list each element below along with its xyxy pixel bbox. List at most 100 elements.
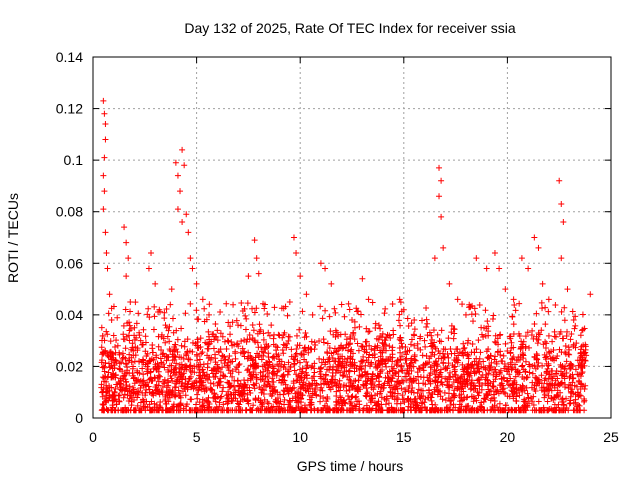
data-point xyxy=(229,368,236,375)
data-point xyxy=(197,343,204,350)
data-point xyxy=(476,383,483,390)
data-point xyxy=(551,328,558,335)
data-point xyxy=(516,300,523,307)
data-point xyxy=(273,372,280,379)
data-point xyxy=(503,378,510,385)
data-point xyxy=(102,229,109,236)
data-point xyxy=(212,320,219,327)
data-point xyxy=(169,315,176,322)
data-point xyxy=(254,350,261,357)
data-point xyxy=(265,350,272,357)
data-point xyxy=(525,265,532,272)
data-point xyxy=(208,338,215,345)
data-point xyxy=(217,330,224,337)
data-point xyxy=(139,356,146,363)
data-point xyxy=(562,407,569,414)
data-point xyxy=(471,370,478,377)
data-point xyxy=(115,398,122,405)
data-point xyxy=(257,376,264,383)
data-point xyxy=(577,373,584,380)
data-point xyxy=(148,377,155,384)
data-point xyxy=(238,385,245,392)
data-point xyxy=(177,400,184,407)
data-point xyxy=(324,378,331,385)
data-point xyxy=(339,373,346,380)
data-point xyxy=(446,280,453,287)
data-point xyxy=(152,361,159,368)
data-point xyxy=(542,321,549,328)
data-point xyxy=(546,371,553,378)
data-point xyxy=(341,364,348,371)
data-point xyxy=(268,407,275,414)
data-point xyxy=(474,407,481,414)
data-point xyxy=(500,352,507,359)
data-point xyxy=(265,400,272,407)
data-point xyxy=(101,110,108,117)
data-point xyxy=(210,380,217,387)
data-point xyxy=(224,361,231,368)
data-point xyxy=(524,404,531,411)
data-point xyxy=(285,337,292,344)
data-point xyxy=(510,330,517,337)
data-point xyxy=(192,407,199,414)
data-point xyxy=(542,344,549,351)
data-point xyxy=(533,310,540,317)
data-point xyxy=(140,326,147,333)
data-point xyxy=(394,378,401,385)
data-point xyxy=(195,363,202,370)
data-point xyxy=(101,154,108,161)
data-point xyxy=(365,296,372,303)
data-point xyxy=(478,386,485,393)
data-point xyxy=(145,305,152,312)
data-point xyxy=(261,396,268,403)
data-point xyxy=(113,401,120,408)
data-point xyxy=(235,382,242,389)
data-point xyxy=(437,366,444,373)
data-point xyxy=(436,193,443,200)
data-point xyxy=(532,374,539,381)
data-point xyxy=(567,360,574,367)
data-point xyxy=(339,358,346,365)
data-point xyxy=(465,355,472,362)
data-point xyxy=(176,361,183,368)
data-point xyxy=(106,291,113,298)
data-point xyxy=(454,385,461,392)
data-point xyxy=(246,331,253,338)
data-point xyxy=(127,298,134,305)
data-point xyxy=(506,333,513,340)
data-point xyxy=(566,400,573,407)
data-point xyxy=(225,319,232,326)
data-point xyxy=(223,346,230,353)
data-point xyxy=(412,357,419,364)
data-point xyxy=(242,312,249,319)
data-point xyxy=(363,385,370,392)
data-point xyxy=(375,359,382,366)
data-point xyxy=(161,315,168,322)
data-point xyxy=(556,331,563,338)
data-point xyxy=(413,401,420,408)
data-point xyxy=(275,362,282,369)
data-point xyxy=(553,392,560,399)
data-point xyxy=(366,328,373,335)
data-point xyxy=(566,351,573,358)
data-point xyxy=(137,337,144,344)
data-point xyxy=(538,327,545,334)
data-point xyxy=(476,355,483,362)
data-point xyxy=(253,375,260,382)
data-point xyxy=(570,390,577,397)
data-point xyxy=(442,375,449,382)
data-point xyxy=(317,260,324,267)
data-point xyxy=(406,347,413,354)
data-point xyxy=(317,373,324,380)
data-point xyxy=(193,351,200,358)
data-point xyxy=(359,275,366,282)
data-point xyxy=(377,368,384,375)
data-point xyxy=(442,365,449,372)
data-point xyxy=(582,346,589,353)
data-point xyxy=(237,407,244,414)
data-point xyxy=(414,390,421,397)
data-point xyxy=(448,350,455,357)
data-point xyxy=(461,376,468,383)
data-point xyxy=(230,383,237,390)
data-point xyxy=(529,370,536,377)
